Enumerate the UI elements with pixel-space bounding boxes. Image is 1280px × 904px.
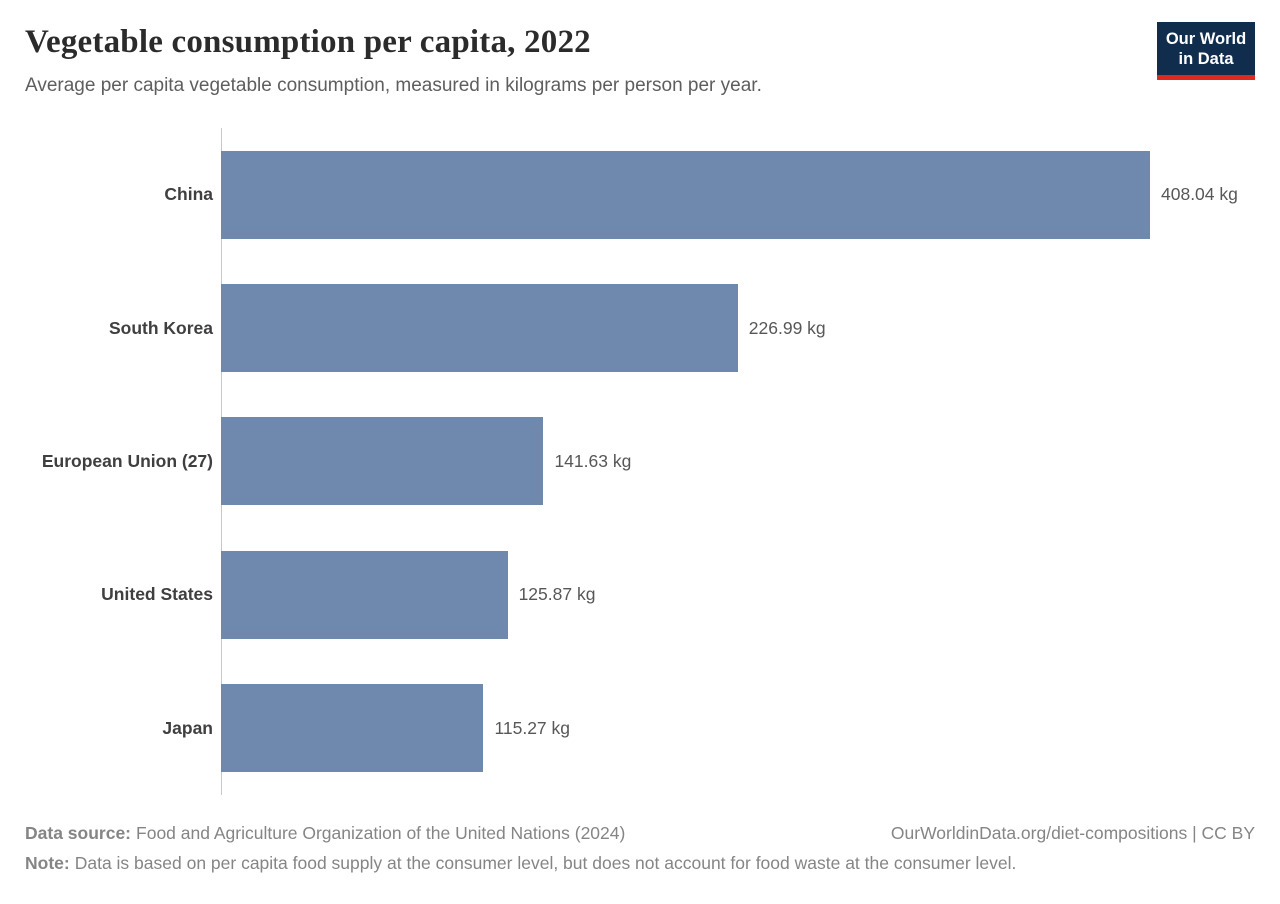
note-label: Note: bbox=[25, 852, 70, 873]
data-source: Data source: Food and Agriculture Organiz… bbox=[25, 822, 625, 845]
bar-track: 226.99 kg bbox=[221, 284, 1280, 373]
value-label-united-states: 125.87 kg bbox=[518, 584, 596, 605]
owid-logo[interactable]: Our World in Data bbox=[1157, 22, 1255, 81]
bar-chart: China 408.04 kg South Korea 226.99 kg Eu… bbox=[0, 128, 1280, 795]
value-label-japan: 115.27 kg bbox=[494, 717, 571, 738]
category-label-japan: Japan bbox=[162, 717, 213, 738]
chart-subtitle: Average per capita vegetable consumption… bbox=[25, 75, 762, 97]
bar-row-united-states: United States 125.87 kg bbox=[0, 528, 1280, 661]
chart-footer: Data source: Food and Agriculture Organiz… bbox=[25, 822, 1255, 875]
value-label-south-korea: 226.99 kg bbox=[748, 317, 826, 338]
chart-title: Vegetable consumption per capita, 2022 bbox=[25, 24, 591, 60]
value-label-european-union: 141.63 kg bbox=[554, 450, 632, 471]
category-label-china: China bbox=[164, 184, 213, 205]
bar-south-korea[interactable] bbox=[221, 284, 738, 373]
bar-china[interactable] bbox=[221, 150, 1150, 239]
footer-note-line: Note: Data is based on per capita food su… bbox=[25, 852, 1255, 875]
note-text: Data is based on per capita food supply … bbox=[74, 852, 1017, 873]
bar-japan[interactable] bbox=[221, 684, 484, 773]
bar-row-european-union: European Union (27) 141.63 kg bbox=[0, 395, 1280, 528]
bar-european-union[interactable] bbox=[221, 417, 544, 506]
bar-track: 408.04 kg bbox=[221, 150, 1280, 239]
bar-track: 115.27 kg bbox=[221, 684, 1280, 773]
bar-track: 141.63 kg bbox=[221, 417, 1280, 506]
bar-row-china: China 408.04 kg bbox=[0, 128, 1280, 261]
value-label-china: 408.04 kg bbox=[1161, 184, 1238, 205]
chart-header: Vegetable consumption per capita, 2022 A… bbox=[0, 0, 1280, 98]
bar-track: 125.87 kg bbox=[221, 550, 1280, 639]
category-label-south-korea: South Korea bbox=[108, 317, 213, 338]
bar-united-states[interactable] bbox=[221, 550, 508, 639]
owid-logo-line2: in Data bbox=[1178, 50, 1234, 69]
category-label-united-states: United States bbox=[101, 584, 213, 605]
bar-row-south-korea: South Korea 226.99 kg bbox=[0, 261, 1280, 394]
data-source-text: Food and Agriculture Organization of the… bbox=[136, 823, 626, 843]
data-source-label: Data source: bbox=[25, 823, 132, 843]
owid-logo-line1: Our World bbox=[1165, 30, 1247, 48]
owid-link[interactable]: OurWorldinData.org/diet-compositions | C… bbox=[890, 823, 1255, 843]
bar-row-japan: Japan 115.27 kg bbox=[0, 662, 1280, 795]
chart-header-titles: Vegetable consumption per capita, 2022 A… bbox=[25, 22, 762, 98]
footer-source-line: Data source: Food and Agriculture Organiz… bbox=[25, 822, 1255, 845]
category-label-european-union: European Union (27) bbox=[41, 450, 213, 471]
